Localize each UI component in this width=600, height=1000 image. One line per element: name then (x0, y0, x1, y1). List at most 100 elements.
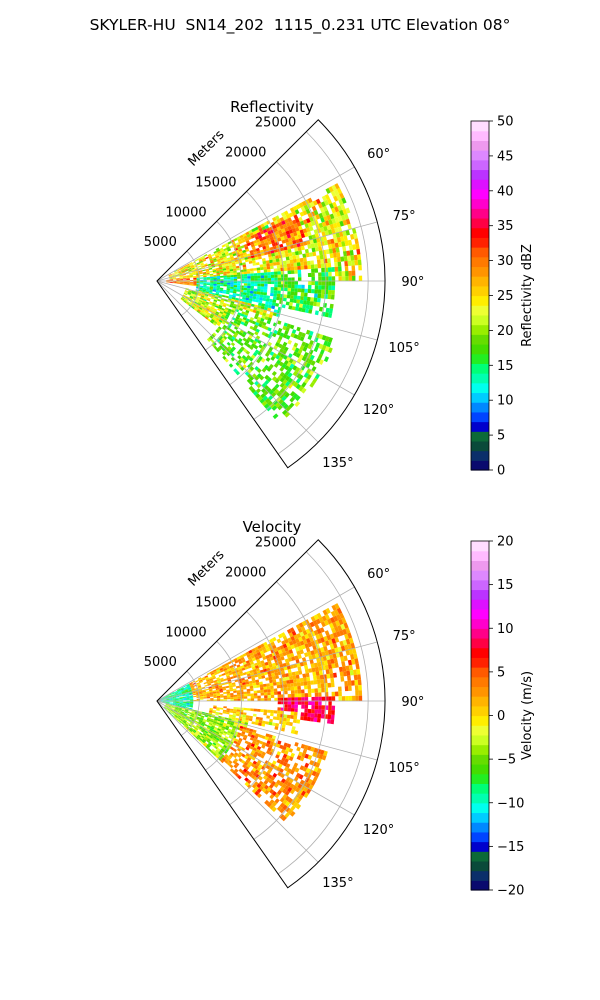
radar-gate (279, 382, 285, 388)
radar-gate (247, 693, 251, 697)
radar-gate (298, 216, 303, 222)
radar-gate (259, 230, 265, 235)
radar-gate (299, 229, 304, 235)
radar-gate (286, 628, 292, 634)
radar-gate (343, 251, 347, 257)
radar-gate (228, 716, 233, 719)
radar-gate (212, 341, 217, 346)
radar-gate (309, 239, 314, 245)
radar-gate (206, 680, 211, 684)
radar-gate (295, 787, 301, 793)
radar-gate (288, 305, 293, 310)
radar-gate (308, 784, 314, 791)
radar-gate (291, 693, 295, 698)
radar-gate (209, 289, 213, 292)
colorbar-segment (471, 276, 489, 287)
radar-gate (304, 652, 309, 658)
radar-gate (276, 751, 281, 756)
radar-gate (253, 653, 259, 658)
radar-gate (220, 284, 224, 287)
radar-gate (232, 253, 237, 257)
radar-gate (242, 686, 247, 690)
radar-gate (330, 677, 335, 683)
radar-gate (254, 366, 260, 371)
radar-gate (293, 295, 298, 300)
radar-gate (261, 751, 266, 756)
radar-gate (352, 244, 357, 250)
radar-gate (248, 357, 254, 362)
radar-gate (344, 686, 349, 692)
radar-gate (327, 714, 332, 720)
radar-gate (290, 715, 294, 719)
radar-gate (216, 707, 220, 710)
radar-gate (162, 697, 166, 699)
radar-gate (253, 708, 258, 712)
radar-gate (230, 731, 235, 735)
radar-gate (184, 688, 188, 691)
radar-gate (174, 709, 178, 712)
radar-gate (248, 300, 252, 304)
radar-gate (262, 741, 267, 746)
radar-gate (260, 317, 265, 322)
radar-gate (221, 726, 226, 730)
radar-gate (217, 262, 222, 265)
radar-gate (184, 267, 188, 270)
radar-gate (249, 290, 254, 294)
radar-gate (211, 732, 215, 736)
radar-gate (263, 292, 267, 296)
radar-gate (190, 686, 195, 689)
radar-gate (176, 702, 180, 703)
radar-gate (242, 712, 247, 716)
radar-gate (298, 794, 304, 800)
radar-gate (264, 283, 268, 287)
radar-gate (358, 264, 362, 271)
radar-gate (286, 718, 291, 722)
radar-gate (198, 721, 202, 724)
radar-gate (215, 303, 220, 307)
radar-gate (194, 300, 199, 304)
radar-gate (243, 314, 248, 319)
radar-gate (193, 729, 197, 733)
radar-gate (229, 267, 233, 270)
radar-gate (297, 654, 302, 659)
radar-gate (273, 293, 278, 297)
radar-gate (168, 274, 172, 277)
radar-gate (211, 311, 216, 315)
radar-gate (168, 693, 172, 696)
radar-gate (311, 705, 315, 710)
radar-gate (252, 352, 258, 357)
radar-gate (289, 363, 295, 369)
radar-gate (253, 288, 258, 292)
radar-gate (220, 694, 224, 696)
radar-gate (285, 213, 291, 219)
radar-gate (285, 661, 290, 667)
radar-gate (316, 612, 322, 619)
radar-gate (295, 367, 301, 373)
radar-gate (213, 740, 218, 745)
chart-title: Reflectivity (230, 98, 314, 116)
colorbar-segment (471, 411, 489, 423)
radar-gate (174, 271, 178, 274)
radar-gate (338, 666, 343, 673)
radar-gate (185, 716, 190, 719)
radar-gate (226, 666, 231, 670)
colorbar-segment (471, 715, 489, 726)
radar-gate (307, 684, 312, 690)
radar-gate (240, 733, 245, 737)
radar-gate (186, 684, 190, 687)
radar-gate (221, 264, 226, 268)
radar-gate (169, 696, 173, 698)
radar-gate (266, 740, 271, 745)
radar-gate (300, 206, 306, 212)
radar-gate (318, 276, 322, 281)
radar-gate (340, 656, 345, 662)
radar-gate (301, 704, 305, 709)
radar-gate (227, 279, 231, 281)
radar-gate (216, 677, 220, 680)
radar-gate (317, 688, 322, 693)
radar-gate (286, 233, 292, 239)
radar-gate (223, 335, 228, 340)
radar-gate (174, 692, 179, 694)
radar-gate (330, 294, 335, 300)
radar-gate (318, 670, 323, 676)
